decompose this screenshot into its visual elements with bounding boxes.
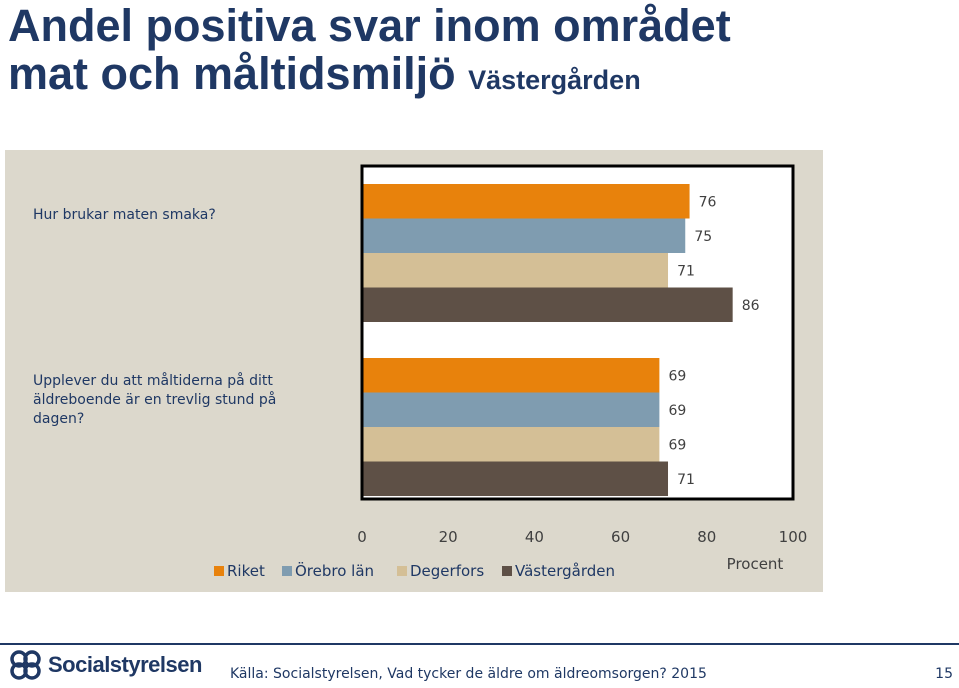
legend-swatch-1 xyxy=(282,566,292,576)
category-label-1-line-0: Upplever du att måltiderna på ditt xyxy=(33,373,273,389)
bar-0-2 xyxy=(362,253,669,288)
legend-swatch-0 xyxy=(214,566,224,576)
x-tick-label-4: 80 xyxy=(697,528,716,546)
data-label-1-3: 71 xyxy=(677,472,695,488)
category-label-0-line-0: Hur brukar maten smaka? xyxy=(33,207,216,223)
data-label-1-1: 69 xyxy=(668,403,686,419)
socialstyrelsen-logo-icon xyxy=(10,650,41,680)
chart-panel: Hur brukar maten smaka? Upplever du att … xyxy=(5,150,823,592)
x-tick-label-1: 20 xyxy=(439,528,458,546)
plot-border xyxy=(360,164,795,501)
data-label-0-1: 75 xyxy=(694,229,712,245)
legend-label-3: Västergården xyxy=(515,562,615,580)
data-label-1-2: 69 xyxy=(668,437,686,453)
logo-text: Socialstyrelsen xyxy=(48,652,202,677)
logo: Socialstyrelsen xyxy=(8,645,202,685)
x-tick-label-3: 60 xyxy=(611,528,630,546)
category-label-1-line-1: äldreboende är en trevlig stund på xyxy=(33,392,277,408)
data-label-0-0: 76 xyxy=(699,194,717,210)
title-line-2: mat och måltidsmiljö xyxy=(8,48,456,99)
legend-label-0: Riket xyxy=(227,562,265,580)
page-number: 15 xyxy=(935,666,953,682)
bar-0-3 xyxy=(362,287,733,322)
bar-0-1 xyxy=(362,218,686,253)
data-label-0-3: 86 xyxy=(742,298,760,314)
footer-rule xyxy=(0,643,959,645)
category-label-1: Upplever du att måltiderna på ditt äldre… xyxy=(33,372,276,429)
x-tick-label-5: 100 xyxy=(779,528,808,546)
data-label-0-2: 71 xyxy=(677,263,695,279)
bar-chart: 76 75 71 86 69 69 69 71 0 20 40 60 80 100 Procent Riket… xyxy=(214,164,808,580)
legend-label-1: Örebro län xyxy=(295,561,374,580)
bar-1-2 xyxy=(362,427,660,462)
bar-1-3 xyxy=(362,461,669,496)
legend-swatch-2 xyxy=(397,566,407,576)
x-tick-label-0: 0 xyxy=(357,528,367,546)
x-tick-label-2: 40 xyxy=(525,528,544,546)
source-note: Källa: Socialstyrelsen, Vad tycker de äl… xyxy=(230,666,707,682)
data-label-1-0: 69 xyxy=(668,368,686,384)
bar-1-1 xyxy=(362,392,660,427)
category-label-1-line-2: dagen? xyxy=(33,411,85,427)
legend-label-2: Degerfors xyxy=(410,562,484,580)
title-line-1: Andel positiva svar inom området xyxy=(8,0,731,51)
legend-swatch-3 xyxy=(502,566,512,576)
page-title: Andel positiva svar inom området mat och… xyxy=(8,2,731,104)
page-subtitle: Västergården xyxy=(468,65,641,95)
bar-0-0 xyxy=(362,184,690,219)
category-label-0: Hur brukar maten smaka? xyxy=(33,206,216,225)
bar-1-0 xyxy=(362,358,660,393)
x-axis-label: Procent xyxy=(727,555,784,573)
